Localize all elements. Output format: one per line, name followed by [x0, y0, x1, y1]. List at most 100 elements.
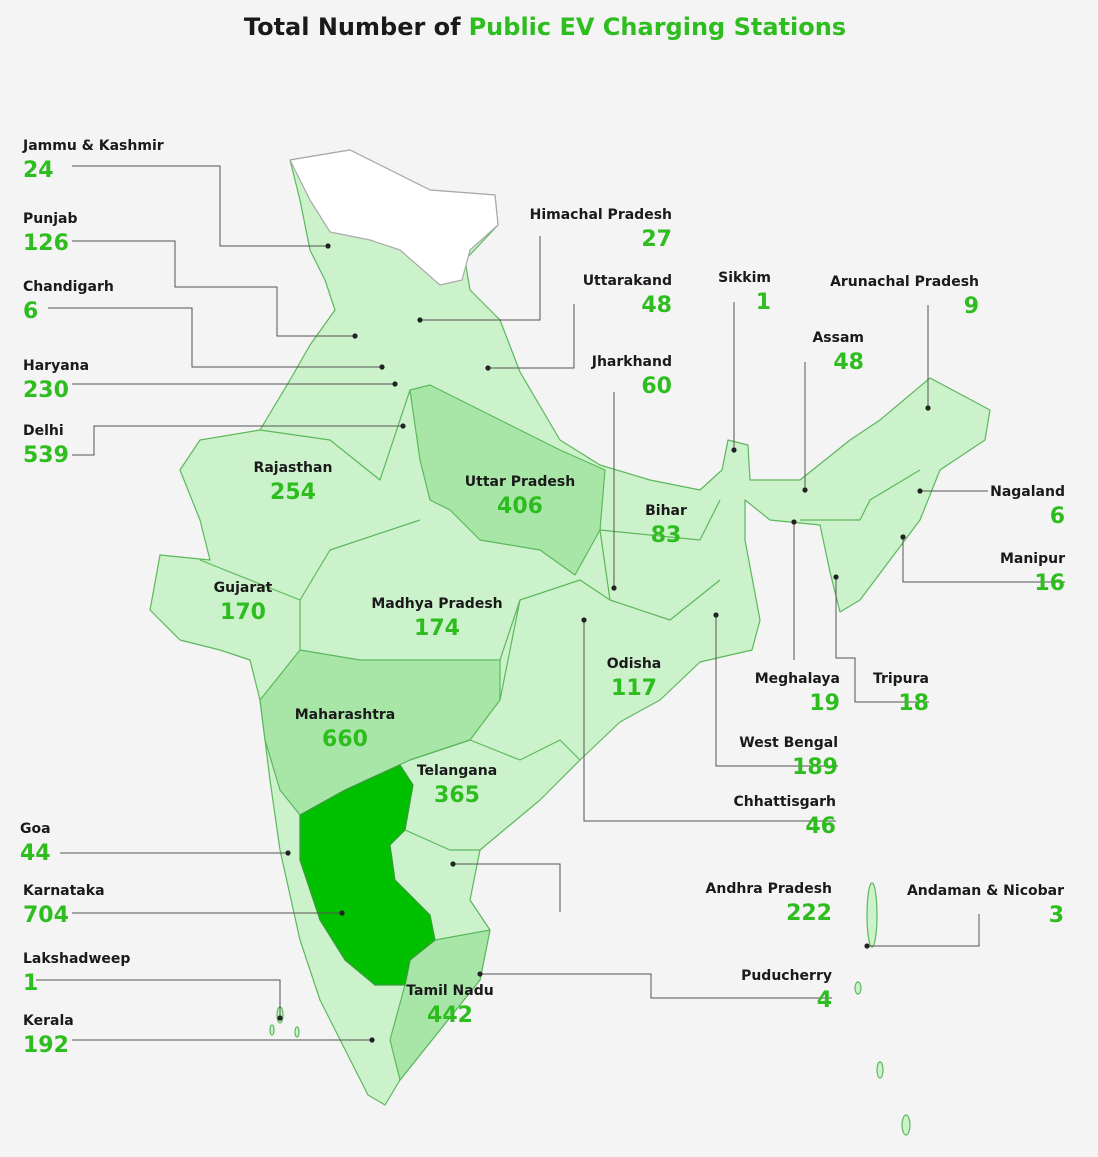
leader-dot: [379, 364, 385, 370]
region-value: 24: [23, 158, 54, 183]
island: [854, 981, 862, 995]
region-value: 230: [23, 378, 69, 403]
region-value: 254: [270, 480, 316, 505]
leader-line: [36, 979, 281, 1018]
region-value: 44: [20, 841, 51, 866]
region-name: Haryana: [23, 358, 89, 374]
leader-dot: [450, 861, 456, 867]
region-value: 6: [23, 299, 38, 324]
region-value: 48: [833, 350, 864, 375]
leader-line: [453, 863, 561, 912]
region-name: Goa: [20, 821, 51, 837]
leader-dot: [339, 910, 345, 916]
region-name: Lakshadweep: [23, 951, 130, 967]
island: [269, 1024, 275, 1036]
leader-dot: [581, 617, 587, 623]
leader-line: [72, 425, 403, 456]
leader-dot: [485, 365, 491, 371]
region-value: 48: [641, 293, 672, 318]
region-name: Puducherry: [741, 968, 832, 984]
leader-dot: [791, 519, 797, 525]
region-value: 192: [23, 1033, 69, 1058]
region-name: Chandigarh: [23, 279, 114, 295]
leader-dot: [400, 423, 406, 429]
region-value: 1: [23, 971, 38, 996]
region-value: 3: [1049, 903, 1064, 928]
region-name: Rajasthan: [254, 460, 333, 476]
leader-dot: [285, 850, 291, 856]
region-value: 174: [414, 616, 460, 641]
india-map: [149, 149, 991, 1136]
region-name: Meghalaya: [755, 671, 840, 687]
leader-dot: [352, 333, 358, 339]
leader-dot: [900, 534, 906, 540]
leader-line: [420, 236, 541, 321]
leader-line: [835, 577, 929, 703]
region-name: Delhi: [23, 423, 64, 439]
region-value: 19: [809, 691, 840, 716]
region-name: Karnataka: [23, 883, 105, 899]
region-name: Manipur: [1000, 551, 1065, 567]
region-name: Telangana: [417, 763, 497, 779]
tamil-nadu-shape: [389, 929, 491, 1081]
leader-line: [902, 537, 1065, 583]
region-name: Chhattisgarh: [733, 794, 836, 810]
title: Total Number of Public EV Charging Statio…: [244, 13, 846, 41]
region-name: Odisha: [607, 656, 661, 672]
region-value: 222: [786, 901, 832, 926]
leader-dot: [369, 1037, 375, 1043]
leader-dot: [833, 574, 839, 580]
region-value: 406: [497, 494, 543, 519]
island: [294, 1026, 300, 1038]
region-name: Andaman & Nicobar: [907, 883, 1064, 899]
title-highlight: Public EV Charging Stations: [469, 13, 846, 41]
region-value: 660: [322, 727, 368, 752]
region-value: 170: [220, 600, 266, 625]
region-value: 6: [1050, 504, 1065, 529]
leader-dot: [325, 243, 331, 249]
region-name: Uttarakand: [583, 273, 672, 289]
leader-dot: [864, 943, 870, 949]
region-value: 189: [792, 755, 838, 780]
region-name: Jammu & Kashmir: [22, 138, 164, 154]
region-name: Himachal Pradesh: [530, 207, 672, 223]
region-value: 704: [23, 903, 69, 928]
uttar-pradesh-shape: [409, 384, 606, 576]
leader-line: [583, 620, 836, 822]
region-name: Arunachal Pradesh: [830, 274, 979, 290]
region-value: 18: [898, 691, 929, 716]
region-name: West Bengal: [739, 735, 838, 751]
region-name: Bihar: [645, 503, 687, 519]
leader-line: [488, 304, 575, 369]
leader-line: [72, 165, 328, 247]
region-name: Tamil Nadu: [406, 983, 493, 999]
leader-dot: [392, 381, 398, 387]
leader-dot: [802, 487, 808, 493]
region-value: 117: [611, 676, 657, 701]
jammu-kashmir-shape: [289, 149, 499, 286]
region-name: Jharkhand: [591, 354, 672, 370]
region-name: Madhya Pradesh: [371, 596, 502, 612]
region-value: 16: [1034, 571, 1065, 596]
region-value: 365: [434, 783, 480, 808]
region-name: Assam: [812, 330, 864, 346]
leader-line: [867, 914, 980, 947]
karnataka-shape: [299, 764, 436, 986]
region-name: Tripura: [873, 671, 929, 687]
region-value: 27: [641, 227, 672, 252]
region-value: 539: [23, 443, 69, 468]
region-value: 1: [756, 290, 771, 315]
leader-dot: [477, 971, 483, 977]
region-value: 4: [817, 988, 832, 1013]
region-name: Uttar Pradesh: [465, 474, 575, 490]
island: [876, 1061, 884, 1079]
region-name: Gujarat: [214, 580, 273, 596]
state-borders: [199, 389, 921, 851]
region-name: Nagaland: [990, 484, 1065, 500]
region-value: 60: [641, 374, 672, 399]
leader-dot: [917, 488, 923, 494]
leader-dot: [417, 317, 423, 323]
leader-dot: [611, 585, 617, 591]
region-name: Kerala: [23, 1013, 74, 1029]
